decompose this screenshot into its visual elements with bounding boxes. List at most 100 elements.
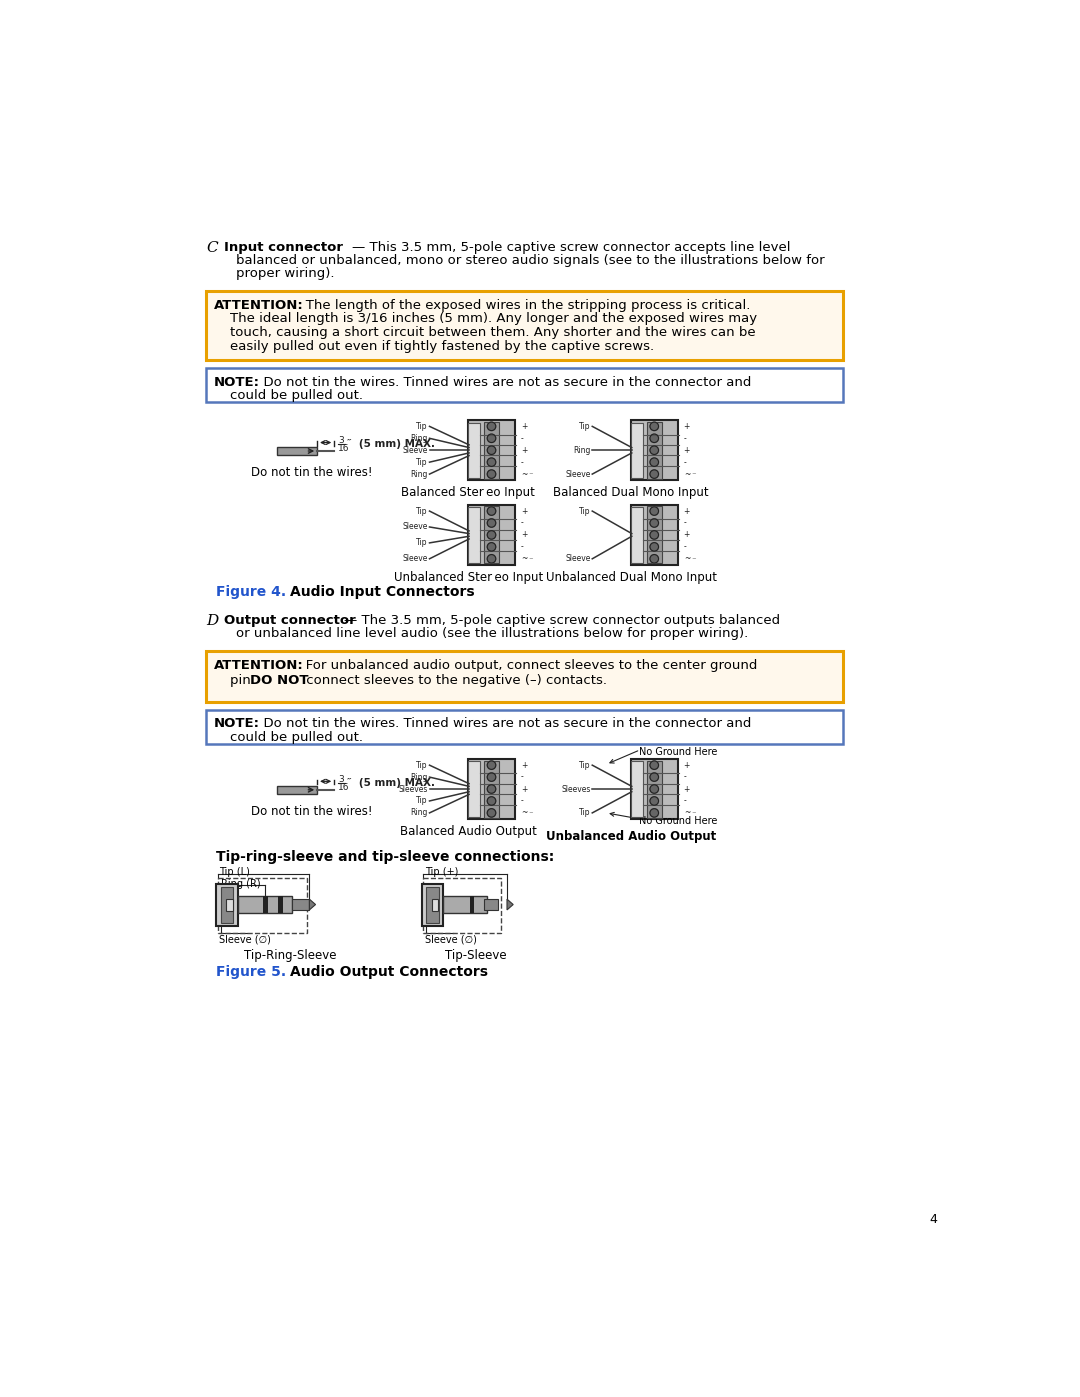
Text: ~: ~ xyxy=(529,472,534,476)
Bar xyxy=(221,887,233,923)
Circle shape xyxy=(487,446,496,454)
Bar xyxy=(484,422,499,479)
Bar xyxy=(262,895,268,914)
Circle shape xyxy=(650,773,659,781)
Text: For unbalanced audio output, connect sleeves to the center ground: For unbalanced audio output, connect sle… xyxy=(293,659,757,672)
Bar xyxy=(469,507,480,563)
Bar xyxy=(276,447,318,455)
Bar xyxy=(469,420,515,481)
Text: Tip-Ring-Sleeve: Tip-Ring-Sleeve xyxy=(243,949,336,963)
Text: proper wiring).: proper wiring). xyxy=(235,267,334,279)
Text: Input connector: Input connector xyxy=(225,240,343,254)
Circle shape xyxy=(487,531,496,539)
Circle shape xyxy=(650,531,659,539)
Text: -: - xyxy=(521,796,524,806)
Text: -: - xyxy=(684,434,687,443)
Text: DO NOT: DO NOT xyxy=(249,675,308,687)
Text: Output connector: Output connector xyxy=(225,615,356,627)
Text: -: - xyxy=(684,518,687,528)
Text: Sleeve: Sleeve xyxy=(565,469,591,479)
Bar xyxy=(432,900,438,911)
Text: The ideal length is 3/16 inches (5 mm). Any longer and the exposed wires may: The ideal length is 3/16 inches (5 mm). … xyxy=(230,313,757,326)
Text: Ring: Ring xyxy=(410,434,428,443)
Text: Balanced Dual Mono Input: Balanced Dual Mono Input xyxy=(553,486,708,499)
Circle shape xyxy=(650,434,659,443)
Circle shape xyxy=(487,518,496,527)
Bar xyxy=(631,422,643,478)
Text: -: - xyxy=(684,796,687,806)
Bar xyxy=(444,895,487,914)
Text: +: + xyxy=(684,785,690,793)
Text: Unbalanced Audio Output: Unbalanced Audio Output xyxy=(545,830,716,842)
Text: +: + xyxy=(521,760,527,770)
Bar xyxy=(631,759,677,819)
Text: Sleeve: Sleeve xyxy=(403,522,428,531)
Bar xyxy=(470,895,474,914)
Text: Unbalanced Ster eo Input: Unbalanced Ster eo Input xyxy=(393,571,543,584)
Text: -: - xyxy=(521,458,524,467)
Circle shape xyxy=(650,542,659,550)
Text: NOTE:: NOTE: xyxy=(214,718,260,731)
Circle shape xyxy=(487,809,496,817)
Text: 16: 16 xyxy=(338,782,350,792)
Text: Ring: Ring xyxy=(410,773,428,781)
Bar xyxy=(484,760,499,817)
Text: NOTE:: NOTE: xyxy=(214,376,260,388)
Text: Audio Input Connectors: Audio Input Connectors xyxy=(291,585,474,599)
Text: Ring: Ring xyxy=(410,469,428,479)
Text: ~: ~ xyxy=(684,809,690,817)
Text: Do not tin the wires!: Do not tin the wires! xyxy=(252,805,373,819)
Text: -: - xyxy=(521,434,524,443)
Text: ~: ~ xyxy=(691,472,697,476)
Text: balanced or unbalanced, mono or stereo audio signals (see to the illustrations b: balanced or unbalanced, mono or stereo a… xyxy=(235,254,824,267)
Circle shape xyxy=(487,422,496,430)
Text: or unbalanced line level audio (see the illustrations below for proper wiring).: or unbalanced line level audio (see the … xyxy=(235,627,748,640)
Text: C: C xyxy=(206,240,218,254)
Text: Tip: Tip xyxy=(579,760,591,770)
Text: Balanced Ster eo Input: Balanced Ster eo Input xyxy=(402,486,536,499)
Text: ~: ~ xyxy=(691,810,697,816)
Text: ~: ~ xyxy=(684,469,690,479)
Text: Do not tin the wires. Tinned wires are not as secure in the connector and: Do not tin the wires. Tinned wires are n… xyxy=(255,718,752,731)
Circle shape xyxy=(487,555,496,563)
Text: Figure 5.: Figure 5. xyxy=(216,964,286,978)
Bar xyxy=(631,420,677,481)
Text: could be pulled out.: could be pulled out. xyxy=(230,731,363,745)
Text: +: + xyxy=(684,531,690,539)
Text: Tip: Tip xyxy=(417,538,428,548)
Bar xyxy=(647,422,662,479)
Bar xyxy=(293,900,309,909)
Bar xyxy=(469,422,480,478)
Bar xyxy=(216,884,238,926)
Circle shape xyxy=(650,785,659,793)
Text: ~: ~ xyxy=(521,469,527,479)
Circle shape xyxy=(487,469,496,478)
Text: could be pulled out.: could be pulled out. xyxy=(230,390,363,402)
Bar xyxy=(484,507,499,563)
Bar xyxy=(238,895,293,914)
Text: Ring (R): Ring (R) xyxy=(221,879,260,888)
Circle shape xyxy=(650,518,659,527)
Text: Ring: Ring xyxy=(410,809,428,817)
Circle shape xyxy=(650,796,659,805)
Bar xyxy=(206,367,843,402)
Text: touch, causing a short circuit between them. Any shorter and the wires can be: touch, causing a short circuit between t… xyxy=(230,327,755,339)
Bar xyxy=(206,710,843,743)
Text: easily pulled out even if tightly fastened by the captive screws.: easily pulled out even if tightly fasten… xyxy=(230,339,653,353)
Text: The length of the exposed wires in the stripping process is critical.: The length of the exposed wires in the s… xyxy=(293,299,751,312)
Text: ~: ~ xyxy=(521,555,527,563)
Text: No Ground Here: No Ground Here xyxy=(638,746,717,757)
Bar xyxy=(279,895,283,914)
Text: Tip: Tip xyxy=(579,507,591,515)
Bar xyxy=(276,787,318,793)
Circle shape xyxy=(487,507,496,515)
Text: Tip: Tip xyxy=(417,507,428,515)
Circle shape xyxy=(650,761,659,770)
Bar xyxy=(206,651,843,703)
Circle shape xyxy=(650,458,659,467)
Bar xyxy=(469,759,515,819)
Bar xyxy=(206,291,843,360)
Text: ″  (5 mm) MAX.: ″ (5 mm) MAX. xyxy=(347,439,434,448)
Text: connect sleeves to the negative (–) contacts.: connect sleeves to the negative (–) cont… xyxy=(301,675,607,687)
Text: 3: 3 xyxy=(338,436,343,444)
